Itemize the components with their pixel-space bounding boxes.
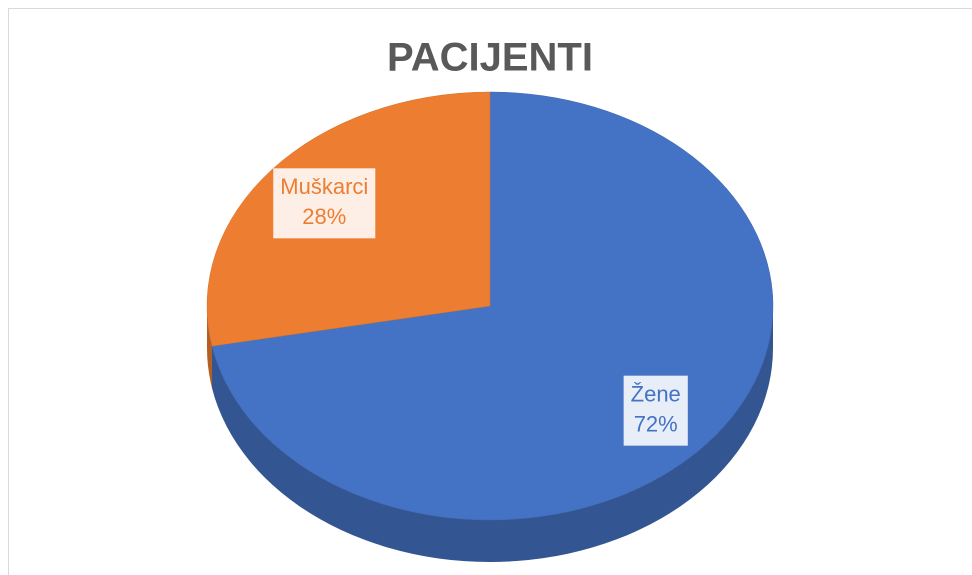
data-label: Muškarci 28% bbox=[273, 168, 376, 239]
value-label: 72% bbox=[634, 411, 678, 436]
data-label: Žene 72% bbox=[623, 375, 688, 446]
data-label-box bbox=[623, 375, 688, 446]
category-label: Muškarci bbox=[280, 174, 368, 199]
value-label: 28% bbox=[302, 204, 346, 229]
slice-side bbox=[212, 306, 774, 563]
chart-title: PACIJENTI bbox=[387, 36, 593, 80]
category-label: Žene bbox=[631, 381, 681, 406]
data-label-box bbox=[273, 168, 376, 239]
